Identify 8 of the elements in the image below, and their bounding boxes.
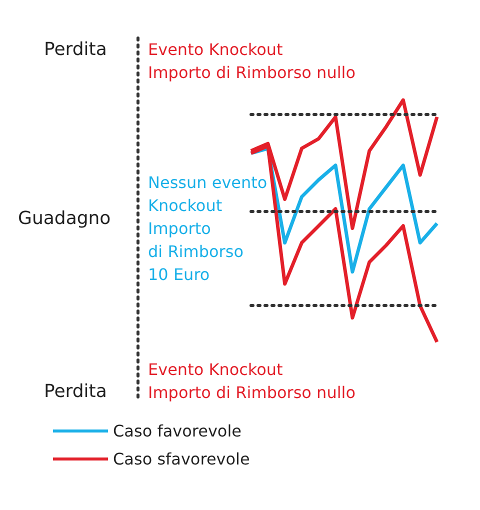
legend-label: Caso sfavorevole <box>113 450 250 468</box>
text: Evento Knockout Importo di Rimborso nullo <box>148 40 356 82</box>
legend-label: Caso favorevole <box>113 422 242 440</box>
text: Perdita <box>44 381 107 402</box>
text: Evento Knockout Importo di Rimborso nullo <box>148 360 356 402</box>
text: Guadagno <box>18 208 111 229</box>
text: Perdita <box>44 39 107 60</box>
annotation: Nessun evento Knockout Importo di Rimborso 10 Euro <box>148 173 268 284</box>
